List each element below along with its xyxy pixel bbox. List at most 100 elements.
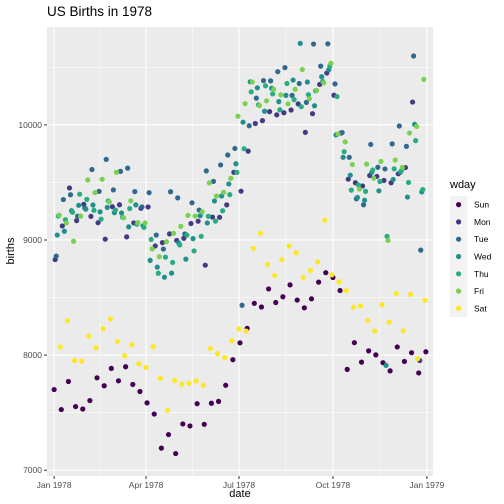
data-point [415, 356, 421, 362]
data-point [360, 202, 367, 208]
data-point [404, 194, 411, 200]
y-axis-title: births [5, 237, 17, 264]
data-point [243, 328, 249, 334]
data-point [113, 169, 120, 175]
data-point [294, 297, 300, 303]
data-point [400, 328, 406, 334]
data-point [396, 123, 402, 129]
data-point [286, 243, 292, 249]
data-point [375, 164, 381, 170]
data-point [249, 79, 255, 85]
data-point [356, 186, 363, 192]
data-point [83, 206, 89, 212]
legend-label: Mon [474, 217, 491, 227]
data-point [208, 400, 215, 406]
legend-label: Sat [474, 303, 487, 313]
legend-key-dot [456, 271, 462, 277]
data-point [123, 364, 129, 370]
data-point [135, 220, 141, 226]
data-point [210, 178, 217, 184]
y-tick-label: 7000 [23, 465, 42, 475]
data-point [329, 272, 335, 278]
data-point [298, 104, 304, 110]
data-point [199, 209, 205, 215]
data-point [229, 338, 235, 344]
data-point [109, 204, 115, 210]
data-point [228, 175, 234, 181]
data-point [116, 202, 123, 208]
series-sat [57, 217, 428, 413]
data-point [319, 74, 325, 80]
data-point [385, 237, 391, 244]
data-point [117, 168, 124, 174]
data-point [133, 202, 139, 208]
data-point [195, 218, 201, 224]
data-point [161, 274, 168, 280]
data-point [411, 53, 417, 59]
data-point [340, 154, 346, 160]
data-point [188, 220, 194, 227]
data-point [180, 421, 186, 427]
data-point [261, 108, 268, 114]
data-point [235, 113, 241, 119]
data-point [61, 228, 67, 234]
data-point [206, 180, 212, 186]
data-point [316, 279, 322, 285]
series-sun [51, 270, 429, 457]
data-point [97, 209, 103, 215]
data-point [413, 138, 419, 144]
data-point [248, 89, 254, 95]
data-point [299, 66, 305, 73]
data-point [102, 236, 108, 242]
data-point [389, 141, 395, 147]
data-point [361, 197, 368, 203]
data-point [371, 175, 377, 181]
data-point [88, 213, 94, 219]
data-point [104, 204, 110, 211]
data-point [216, 214, 223, 220]
data-point [276, 99, 282, 105]
data-point [74, 218, 80, 224]
data-point [226, 181, 232, 187]
data-point [297, 40, 303, 46]
data-point [284, 80, 290, 87]
data-point [405, 179, 412, 186]
data-point [309, 111, 316, 117]
data-point [86, 333, 92, 339]
data-point [416, 370, 422, 376]
legend-label: Fri [474, 286, 484, 296]
data-point [377, 178, 383, 185]
data-point [407, 291, 414, 298]
data-point [322, 217, 328, 223]
data-point [351, 340, 357, 346]
x-tick-label: Jan 1978 [37, 480, 72, 490]
data-point [423, 349, 429, 355]
data-point [124, 234, 130, 240]
data-point [240, 119, 246, 125]
data-point [70, 238, 77, 244]
data-point [59, 223, 65, 229]
data-point [343, 288, 349, 294]
data-point [285, 101, 291, 107]
data-point [379, 302, 385, 308]
data-point [241, 146, 247, 152]
data-point [136, 361, 142, 367]
data-point [67, 192, 74, 198]
data-point [207, 345, 213, 352]
legend-label: Wed [474, 252, 492, 262]
data-point [277, 107, 283, 113]
data-point [264, 261, 271, 267]
data-point [194, 401, 200, 407]
data-point [156, 254, 162, 260]
data-point [108, 365, 114, 371]
data-point [149, 246, 155, 252]
data-point [215, 398, 222, 404]
data-point [253, 95, 259, 101]
points-layer [51, 40, 429, 457]
data-point [334, 93, 340, 100]
data-point [313, 87, 320, 93]
data-point [160, 246, 167, 252]
data-point [202, 262, 208, 268]
data-point [257, 230, 264, 236]
data-point [303, 99, 309, 106]
